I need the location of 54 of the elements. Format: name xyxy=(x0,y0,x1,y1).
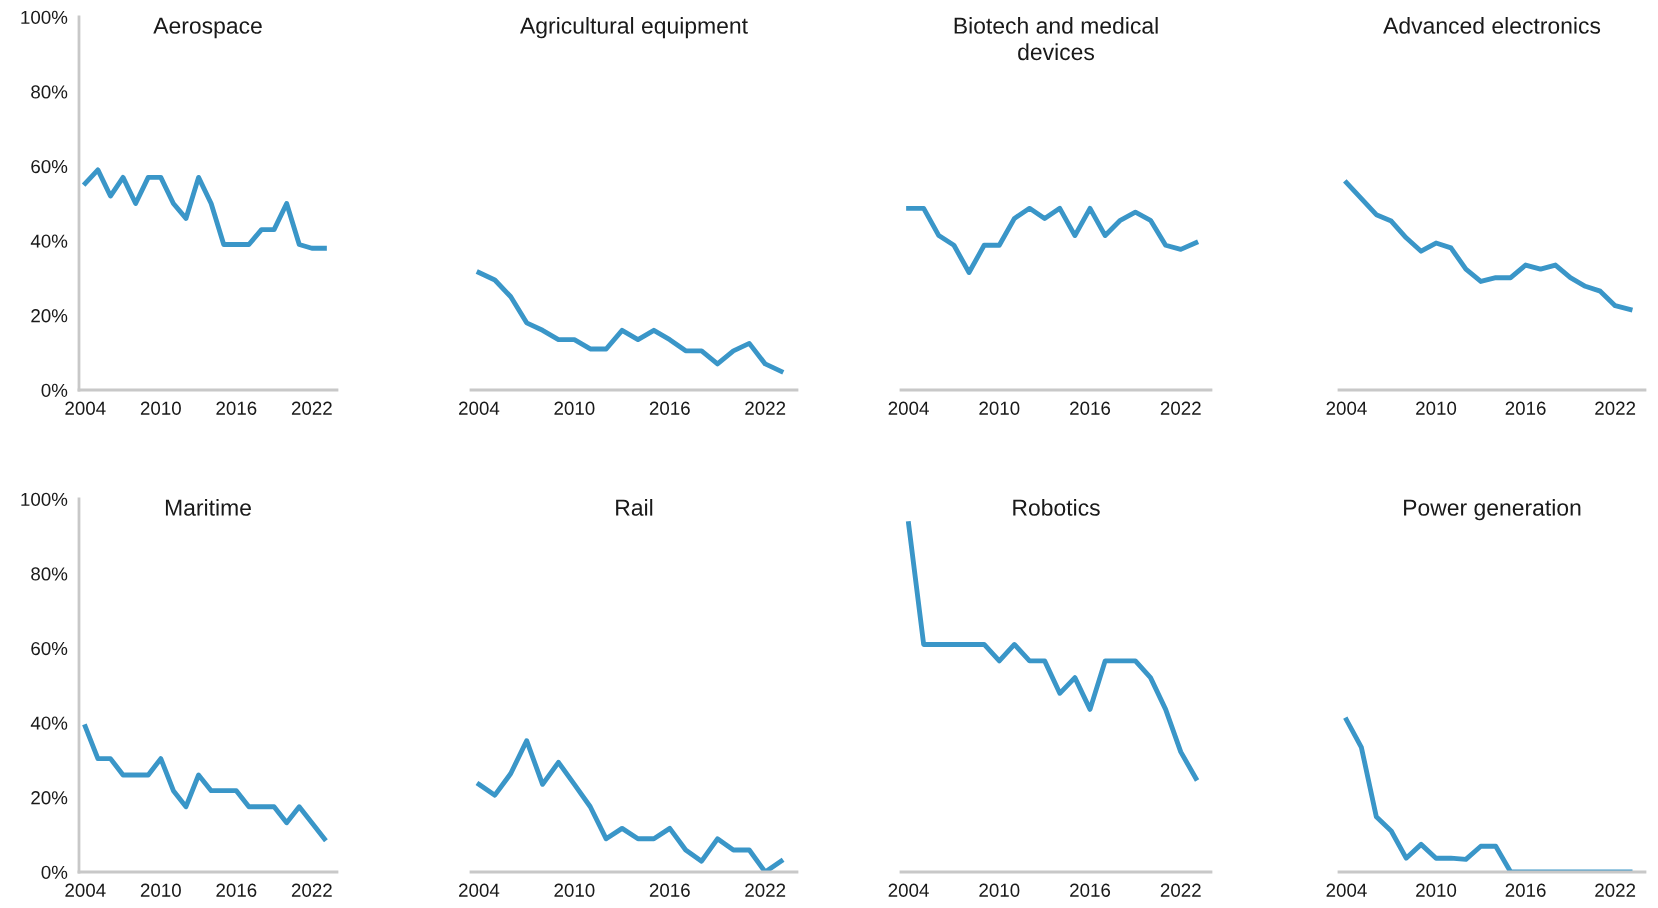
x-tick-label: 2010 xyxy=(979,401,1020,415)
chart-title: Biotech and medical devices xyxy=(954,17,1158,61)
chart-title: Maritime xyxy=(165,499,251,516)
y-tick-label: 0% xyxy=(41,865,68,879)
y-tick-label: 0% xyxy=(41,383,68,397)
x-tick-label: 2016 xyxy=(216,883,257,897)
x-tick-label: 2022 xyxy=(1595,883,1636,897)
x-tick-label: 2016 xyxy=(1070,401,1111,415)
x-tick-label: 2022 xyxy=(1160,401,1201,415)
x-tick-label: 2010 xyxy=(554,883,595,897)
x-tick-label: 2022 xyxy=(1160,883,1201,897)
x-tick-label: 2016 xyxy=(216,401,257,415)
x-tick-label: 2016 xyxy=(649,401,690,415)
y-tick-label: 40% xyxy=(30,716,68,730)
line-series xyxy=(82,167,327,251)
x-tick-label: 2004 xyxy=(65,883,106,897)
y-tick-label: 20% xyxy=(31,309,68,323)
x-tick-label: 2016 xyxy=(649,883,690,897)
y-tick-label: 40% xyxy=(30,234,68,248)
x-tick-label: 2022 xyxy=(1595,401,1636,415)
x-tick-label: 2004 xyxy=(888,401,929,415)
x-tick-label: 2010 xyxy=(979,883,1020,897)
line-series xyxy=(82,724,327,842)
y-tick-label: 100% xyxy=(21,492,68,506)
y-tick-label: 60% xyxy=(31,159,68,174)
y-tick-label: 80% xyxy=(31,567,68,581)
x-tick-label: 2004 xyxy=(1326,883,1367,897)
x-tick-label: 2010 xyxy=(140,883,181,897)
chart-title: Robotics xyxy=(1013,499,1100,516)
x-tick-label: 2022 xyxy=(745,883,786,897)
x-tick-label: 2004 xyxy=(1326,401,1367,415)
x-tick-label: 2016 xyxy=(1070,883,1111,897)
x-tick-label: 2004 xyxy=(459,401,500,415)
x-tick-label: 2016 xyxy=(1505,401,1546,415)
chart-title: Advanced electronics xyxy=(1383,17,1601,34)
x-tick-label: 2004 xyxy=(65,401,106,415)
x-tick-label: 2010 xyxy=(1416,401,1457,415)
x-tick-label: 2022 xyxy=(291,883,332,897)
chart-title: Aerospace xyxy=(153,17,262,39)
x-tick-label: 2010 xyxy=(140,401,181,415)
x-tick-label: 2016 xyxy=(1505,883,1546,897)
chart-title: Rail xyxy=(616,499,653,516)
x-tick-label: 2004 xyxy=(459,883,500,897)
y-tick-label: 80% xyxy=(31,85,68,99)
x-tick-label: 2010 xyxy=(1416,883,1457,897)
y-tick-label: 100% xyxy=(21,10,68,24)
x-tick-label: 2022 xyxy=(291,401,332,415)
y-tick-label: 20% xyxy=(31,791,68,805)
y-tick-label: 60% xyxy=(31,641,68,656)
chart-title: Agricultural equipment xyxy=(520,17,748,39)
x-tick-label: 2010 xyxy=(554,401,595,415)
x-tick-label: 2004 xyxy=(888,883,929,897)
chart-title: Power generation xyxy=(1404,499,1581,521)
x-tick-label: 2022 xyxy=(745,401,786,415)
